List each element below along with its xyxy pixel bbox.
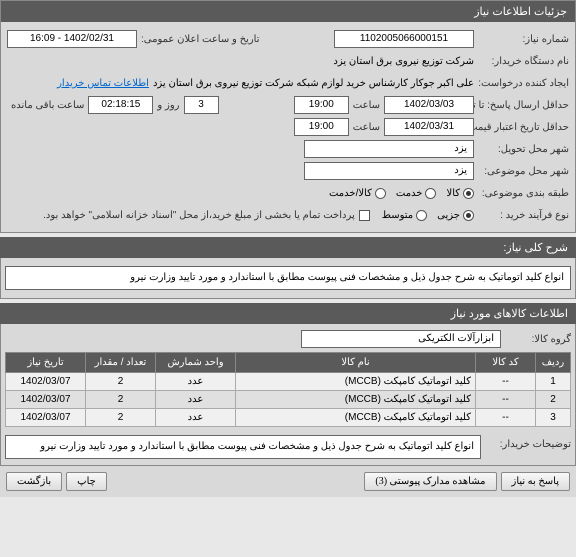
days-value: 3 <box>184 96 219 114</box>
process-radio-group: جزیی متوسط <box>382 210 474 221</box>
col-name: نام کالا <box>236 353 476 373</box>
details-panel: جزئیات اطلاعات نیاز شماره نیاز: 11020050… <box>0 0 576 233</box>
buyer-org-value: شرکت توزیع نیروی برق استان یزد <box>333 56 474 67</box>
col-code: کد کالا <box>476 353 536 373</box>
radio-product-label: کالا <box>446 188 460 199</box>
category-radio-group: کالا خدمت کالا/خدمت <box>329 188 474 199</box>
cell-qty: 2 <box>86 409 156 427</box>
items-section-title: اطلاعات کالاهای مورد نیاز <box>0 303 576 324</box>
cell-code: -- <box>476 409 536 427</box>
request-number-label: شماره نیاز: <box>474 34 569 45</box>
table-row: 1--کلید اتوماتیک کامپکت (MCCB)عدد21402/0… <box>6 373 571 391</box>
requester-value: علی اکبر جوکار کارشناس خرید لوازم شبکه ش… <box>153 78 474 89</box>
remaining-label: ساعت باقی مانده <box>7 100 88 111</box>
days-label: روز و <box>153 100 183 111</box>
requester-label: ایجاد کننده درخواست: <box>474 78 569 89</box>
buyer-notes-label: توضیحات خریدار: <box>481 435 571 450</box>
remaining-time: 02:18:15 <box>88 96 153 114</box>
cell-name: کلید اتوماتیک کامپکت (MCCB) <box>236 391 476 409</box>
process-label: نوع فرآیند خرید : <box>474 210 569 221</box>
cell-name: کلید اتوماتیک کامپکت (MCCB) <box>236 373 476 391</box>
buyer-org-label: نام دستگاه خریدار: <box>474 56 569 67</box>
cell-name: کلید اتوماتیک کامپکت (MCCB) <box>236 409 476 427</box>
attachments-button[interactable]: مشاهده مدارک پیوستی (3) <box>364 472 496 491</box>
cell-n: 3 <box>536 409 571 427</box>
panel-title: جزئیات اطلاعات نیاز <box>1 1 575 22</box>
category-label: طبقه بندی موضوعی: <box>474 188 569 199</box>
items-table: ردیف کد کالا نام کالا واحد شمارش تعداد /… <box>5 352 571 427</box>
radio-medium-label: متوسط <box>382 210 413 221</box>
radio-service[interactable] <box>425 188 436 199</box>
radio-product[interactable] <box>463 188 474 199</box>
radio-partial-label: جزیی <box>437 210 460 221</box>
validity-label: حداقل تاریخ اعتبار قیمت: تا تاریخ: <box>474 122 569 133</box>
subject-city-label: شهر محل موضوعی: <box>474 166 569 177</box>
cell-unit: عدد <box>156 409 236 427</box>
radio-goods-service[interactable] <box>375 188 386 199</box>
back-button[interactable]: بازگشت <box>6 472 62 491</box>
validity-date: 1402/03/31 <box>384 118 474 136</box>
cell-qty: 2 <box>86 391 156 409</box>
radio-medium[interactable] <box>416 210 427 221</box>
cell-n: 1 <box>536 373 571 391</box>
time-label-2: ساعت <box>349 122 384 133</box>
cell-date: 1402/03/07 <box>6 373 86 391</box>
deadline-label: حداقل ارسال پاسخ: تا تاریخ: <box>474 100 569 111</box>
cell-code: -- <box>476 373 536 391</box>
group-value: ابزارآلات الکتریکی <box>301 330 501 348</box>
col-row: ردیف <box>536 353 571 373</box>
radio-goods-service-label: کالا/خدمت <box>329 188 372 199</box>
main-desc-title: شرح کلی نیاز: <box>0 237 576 258</box>
table-row: 2--کلید اتوماتیک کامپکت (MCCB)عدد21402/0… <box>6 391 571 409</box>
delivery-city-value: یزد <box>304 140 474 158</box>
cell-date: 1402/03/07 <box>6 391 86 409</box>
main-desc-text: انواع کلید اتوماتیک به شرح جدول ذیل و مش… <box>5 266 571 290</box>
respond-button[interactable]: پاسخ به نیاز <box>501 472 571 491</box>
col-qty: تعداد / مقدار <box>86 353 156 373</box>
contact-link[interactable]: اطلاعات تماس خریدار <box>57 78 149 89</box>
validity-time: 19:00 <box>294 118 349 136</box>
group-label: گروه کالا: <box>501 334 571 345</box>
subject-city-value: یزد <box>304 162 474 180</box>
cell-n: 2 <box>536 391 571 409</box>
col-unit: واحد شمارش <box>156 353 236 373</box>
print-button[interactable]: چاپ <box>66 472 107 491</box>
announce-date-value: 1402/02/31 - 16:09 <box>7 30 137 48</box>
cell-unit: عدد <box>156 373 236 391</box>
buyer-notes-text: انواع کلید اتوماتیک به شرح جدول ذیل و مش… <box>5 435 481 459</box>
payment-checkbox[interactable] <box>359 210 370 221</box>
deadline-date: 1402/03/03 <box>384 96 474 114</box>
col-date: تاریخ نیاز <box>6 353 86 373</box>
table-row: 3--کلید اتوماتیک کامپکت (MCCB)عدد21402/0… <box>6 409 571 427</box>
radio-service-label: خدمت <box>396 188 423 199</box>
cell-qty: 2 <box>86 373 156 391</box>
request-number-value: 1102005066000151 <box>334 30 474 48</box>
cell-code: -- <box>476 391 536 409</box>
delivery-city-label: شهر محل تحویل: <box>474 144 569 155</box>
radio-partial[interactable] <box>463 210 474 221</box>
deadline-time: 19:00 <box>294 96 349 114</box>
announce-date-label: تاریخ و ساعت اعلان عمومی: <box>137 34 260 45</box>
payment-note: پرداخت تمام یا بخشی از مبلغ خرید،از محل … <box>39 210 359 221</box>
cell-date: 1402/03/07 <box>6 409 86 427</box>
footer-bar: پاسخ به نیاز مشاهده مدارک پیوستی (3) چاپ… <box>0 466 576 497</box>
cell-unit: عدد <box>156 391 236 409</box>
time-label-1: ساعت <box>349 100 384 111</box>
